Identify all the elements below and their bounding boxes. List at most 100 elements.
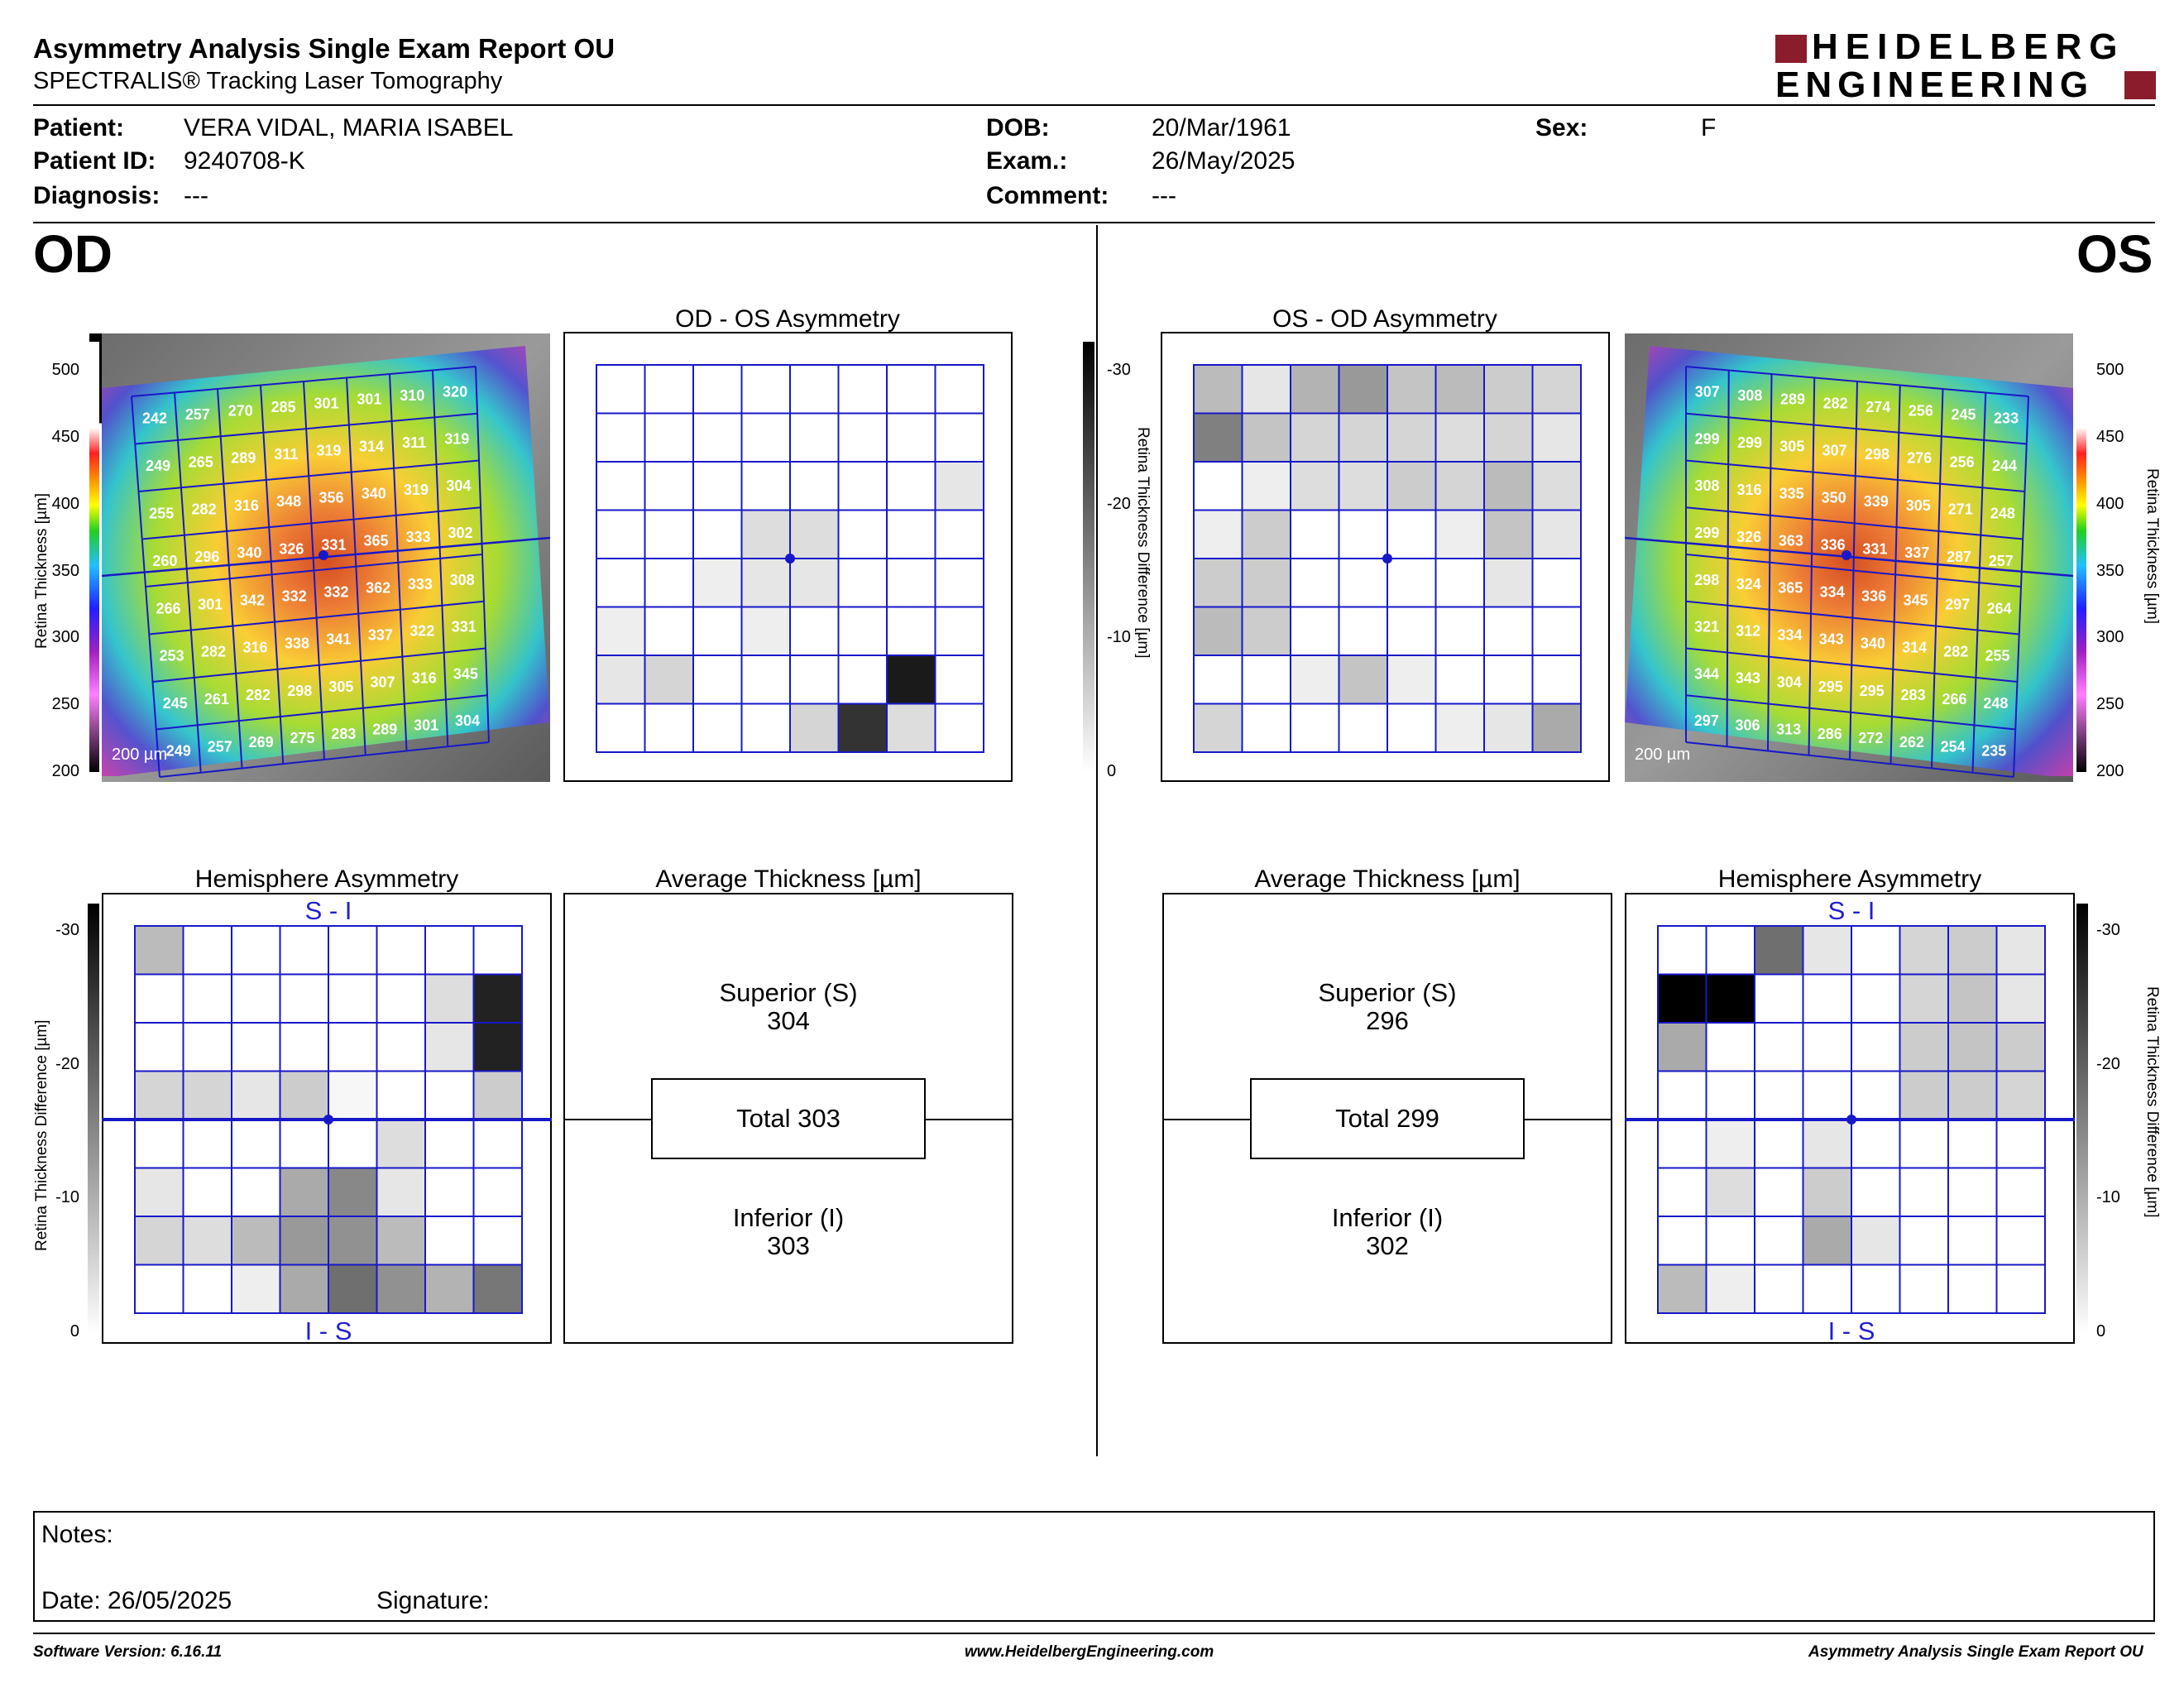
- grid-cell: [837, 655, 888, 705]
- grid-cell: [1802, 1070, 1852, 1120]
- grid-cell: [1754, 1070, 1804, 1120]
- fovea-marker: [1846, 1115, 1856, 1125]
- patient-name: VERA VIDAL, MARIA ISABEL: [184, 114, 514, 141]
- grid-cell: [1705, 1119, 1755, 1169]
- thickness-value: 249: [166, 743, 191, 760]
- grid-cell: [692, 606, 743, 656]
- thickness-value: 289: [231, 450, 256, 467]
- os-asym-panel: [1161, 332, 1610, 782]
- grid-cell: [182, 973, 232, 1024]
- notes-box[interactable]: Notes: Date: 26/05/2025 Signature:: [33, 1511, 2155, 1622]
- grid-cell: [934, 461, 984, 511]
- grid-cell: [1899, 925, 1949, 976]
- grid-cell: [1705, 1167, 1755, 1217]
- thickness-value: 299: [1737, 434, 1762, 451]
- thickness-value: 307: [1822, 442, 1847, 458]
- grid-cell: [134, 1022, 184, 1072]
- grid-cell: [644, 509, 694, 559]
- grid-cell: [1387, 364, 1437, 415]
- grid-cell: [1802, 1167, 1852, 1217]
- grid-cell: [328, 1119, 378, 1169]
- thickness-value: 266: [156, 600, 180, 616]
- grid-cell: [789, 655, 840, 705]
- diagnosis-label: Diagnosis:: [33, 182, 160, 209]
- grid-cell: [1290, 412, 1340, 463]
- grid-cell: [1241, 655, 1291, 705]
- thickness-value: 276: [1907, 450, 1932, 467]
- grid-cell: [1802, 973, 1852, 1024]
- thickness-value: 345: [453, 665, 478, 682]
- thickness-value: 266: [1942, 691, 1966, 707]
- scale-tick: -30: [55, 921, 79, 939]
- thickness-value: 298: [1865, 446, 1889, 463]
- thickness-value: 275: [290, 730, 314, 746]
- thickness-value: 285: [271, 399, 296, 415]
- grid-cell: [1657, 973, 1707, 1024]
- grid-cell: [1899, 973, 1949, 1024]
- os-inferior-label: Inferior (I): [1331, 1203, 1444, 1232]
- thickness-value: 264: [1987, 600, 2012, 616]
- grid-cell: [789, 703, 840, 753]
- thickness-value: 331: [1862, 540, 1887, 557]
- grid-cell: [644, 558, 694, 608]
- grid-cell: [1483, 412, 1534, 463]
- grid-cell: [1802, 1119, 1852, 1169]
- scale-tick: 450: [2096, 427, 2124, 446]
- grid-cell: [692, 509, 743, 559]
- grid-cell: [1802, 925, 1852, 976]
- thickness-value: 311: [402, 434, 426, 451]
- fovea-marker: [1382, 554, 1392, 563]
- thickness-value: 282: [246, 687, 271, 703]
- grid-cell: [1995, 1216, 2046, 1266]
- grid-cell: [1657, 1022, 1707, 1072]
- header-divider: [33, 104, 2155, 106]
- thickness-value: 245: [1951, 406, 1976, 423]
- grid-cell: [1899, 1216, 1949, 1266]
- grid-cell: [1851, 1070, 1901, 1120]
- thickness-value: 338: [285, 635, 309, 652]
- thickness-value: 248: [1990, 505, 2015, 521]
- thickness-value: 304: [1777, 674, 1802, 691]
- thickness-value: 297: [1694, 712, 1719, 729]
- grid-cell: [1483, 558, 1534, 608]
- scale-tick: 500: [51, 361, 79, 379]
- thickness-value: 260: [152, 553, 177, 569]
- grid-cell: [1657, 1216, 1707, 1266]
- grid-cell: [837, 606, 888, 656]
- grid-cell: [1193, 606, 1243, 656]
- od-hemi-panel: S - I I - S: [102, 893, 552, 1344]
- grid-cell: [789, 364, 840, 415]
- grid-cell: [376, 1216, 426, 1266]
- grid-cell: [424, 1264, 475, 1314]
- grid-cell: [279, 1070, 329, 1120]
- grid-cell: [596, 412, 646, 463]
- scale-tick: 400: [2096, 494, 2124, 513]
- thickness-value: 299: [1694, 525, 1719, 541]
- grid-cell: [1387, 509, 1437, 559]
- grid-cell: [472, 1070, 523, 1120]
- thickness-value: 313: [1776, 722, 1801, 738]
- grid-cell: [1899, 1119, 1949, 1169]
- grid-cell: [424, 1167, 475, 1217]
- grid-cell: [1851, 1167, 1901, 1217]
- thickness-value: 298: [287, 683, 312, 699]
- grid-cell: [934, 364, 984, 415]
- od-inferior-label: Inferior (I): [732, 1203, 845, 1232]
- thickness-value: 249: [146, 458, 170, 474]
- grid-cell: [1531, 509, 1582, 559]
- thickness-value: 337: [1904, 544, 1929, 561]
- grid-cell: [1338, 461, 1388, 511]
- grid-cell: [1434, 703, 1485, 753]
- grid-cell: [789, 461, 840, 511]
- grid-cell: [1434, 606, 1485, 656]
- patient-label: Patient:: [33, 114, 125, 141]
- grid-cell: [231, 1070, 281, 1120]
- grid-cell: [424, 925, 475, 976]
- grid-cell: [1193, 509, 1243, 559]
- grid-cell: [1387, 558, 1437, 608]
- website-link[interactable]: www.HeidelbergEngineering.com: [965, 1643, 1214, 1661]
- grid-cell: [596, 703, 646, 753]
- thickness-value: 297: [1945, 596, 1970, 612]
- grid-cell: [182, 1216, 232, 1266]
